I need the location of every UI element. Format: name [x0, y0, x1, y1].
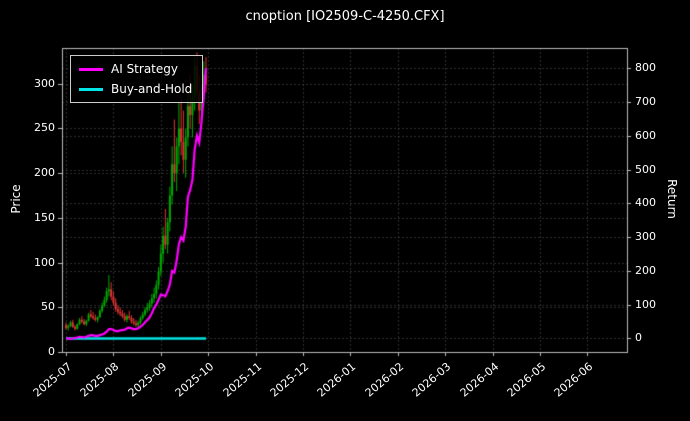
y-tick-label-right: 700	[635, 95, 656, 109]
legend-item-buy-and-hold: Buy-and-Hold	[79, 82, 192, 96]
buy-and-hold-line-swatch	[79, 87, 103, 91]
y-tick-label-left: 250	[34, 121, 55, 135]
y-tick-label-right: 600	[635, 128, 656, 142]
y-tick-label-right: 400	[635, 196, 656, 210]
y-tick-label-right: 300	[635, 230, 656, 244]
legend-label-buy-and-hold: Buy-and-Hold	[111, 82, 193, 96]
y-tick-label-left: 100	[34, 255, 55, 269]
y-tick-label-right: 100	[635, 297, 656, 311]
y-tick-label-left: 150	[34, 210, 55, 224]
y-tick-label-left: 50	[41, 300, 55, 314]
y-tick-label-left: 300	[34, 76, 55, 90]
ai-strategy-line-swatch	[79, 67, 103, 71]
y-tick-label-left: 200	[34, 166, 55, 180]
legend: AI Strategy Buy-and-Hold	[70, 55, 204, 103]
y-tick-label-left: 0	[48, 345, 55, 358]
y-tick-label-right: 0	[635, 331, 642, 345]
chart-title: cnoption [IO2509-C-4250.CFX]	[245, 9, 445, 24]
legend-label-ai-strategy: AI Strategy	[111, 62, 178, 76]
y-tick-label-right: 200	[635, 263, 656, 277]
y-tick-label-right: 500	[635, 162, 656, 176]
legend-item-ai-strategy: AI Strategy	[79, 62, 192, 76]
y-tick-label-right: 800	[635, 61, 656, 75]
